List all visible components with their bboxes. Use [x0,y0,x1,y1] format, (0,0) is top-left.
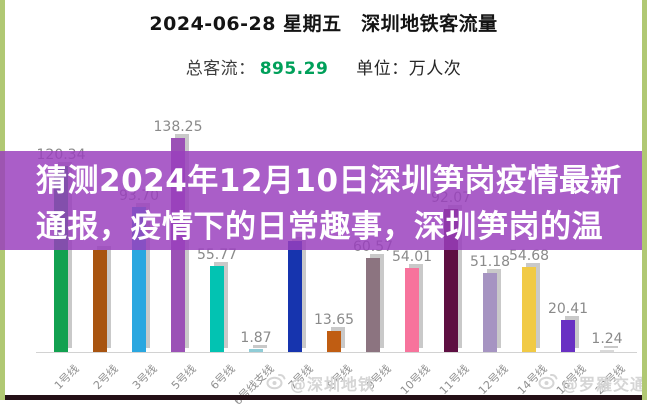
right-green-border [642,0,647,400]
chart-bar-16号线 [561,320,575,352]
watermark-text: @罗羅交通 [562,375,647,394]
bottom-dark-bar [5,395,642,400]
overlay-line-1: 猜测2024年12月10日深圳笋岗疫情最新 [36,163,623,199]
watermark-luoluo-traffic: @罗羅交通 [538,371,647,395]
x-axis-label: 5号线 [168,362,199,393]
x-axis-label: 10号线 [397,362,433,398]
bar-value-label: 55.77 [196,247,238,263]
x-axis-label: 11号线 [436,362,472,398]
chart-bar-7号线 [288,241,302,352]
chart-bar-20号线 [600,350,614,352]
bar-value-label: 20.41 [547,301,589,317]
chart-bar-10号线 [405,268,419,352]
bar-value-label: 1.87 [240,330,272,346]
x-axis-label: 2号线 [90,362,121,393]
page-title: 2024-06-28 星期五 深圳地铁客流量 [149,13,498,35]
chart-bar-9号线 [366,258,380,352]
chart-bar-6号线支线 [249,349,263,352]
weibo-icon [266,372,286,394]
chart-bar-14号线 [522,267,536,352]
overlay-line-2: 通报，疫情下的日常趣事，深圳笋岗的温 [36,209,603,245]
chart-bar-2号线 [93,250,107,352]
bar-value-label: 13.65 [313,312,355,328]
unit-label: 单位：万人次 [356,59,462,79]
chart-bar-12号线 [483,273,497,352]
chart-bar-6号线 [210,266,224,352]
bar-value-label: 138.25 [153,119,203,135]
x-axis-label: 3号线 [129,362,160,393]
news-text-overlay: 猜测2024年12月10日深圳笋岗疫情最新 通报，疫情下的日常趣事，深圳笋岗的温 [0,151,642,250]
bar-value-label: 54.01 [391,249,433,265]
watermark-shenzhen-metro: @深圳地铁 [266,371,375,395]
total-flow-row: 总客流： 895.29 单位：万人次 [0,54,647,79]
bar-value-label: 51.18 [469,254,511,270]
total-flow-label: 总客流： [185,59,256,79]
bar-value-label: 1.24 [591,331,623,347]
weibo-icon [538,372,558,394]
bar-value-label: 54.68 [508,248,550,264]
x-axis-label: 6号线 [207,362,238,393]
total-flow-value: 895.29 [259,59,329,79]
x-axis-line [36,352,637,353]
x-axis-label: 12号线 [475,362,511,398]
x-axis-label: 1号线 [51,362,82,393]
chart-bar-8号线 [327,331,341,352]
watermark-text: @深圳地铁 [290,375,376,394]
